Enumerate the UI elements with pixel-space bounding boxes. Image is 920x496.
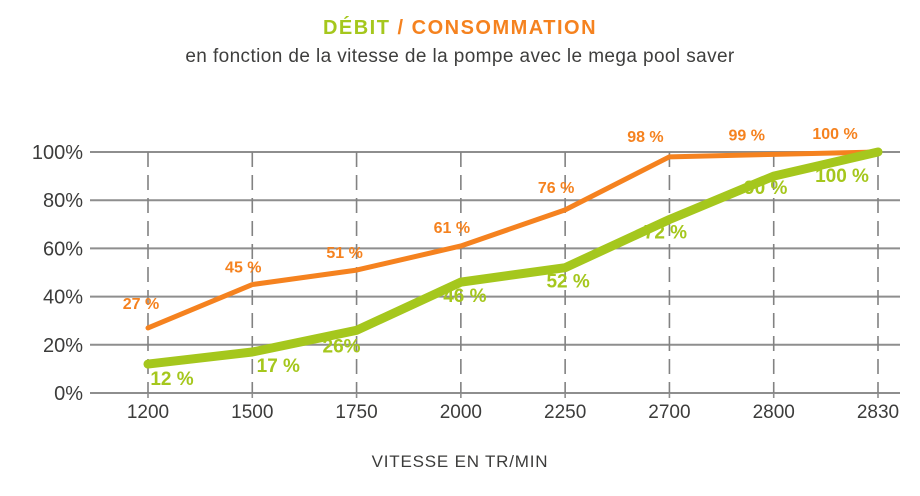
y-tick-label: 60% bbox=[43, 238, 83, 260]
consommation-point-label: 51 % bbox=[326, 245, 362, 262]
y-tick-label: 0% bbox=[54, 383, 83, 405]
y-tick-label: 80% bbox=[43, 190, 83, 212]
consommation-point-label: 98 % bbox=[627, 129, 663, 146]
consommation-point-label: 45 % bbox=[225, 260, 261, 277]
debit-point-label: 72 % bbox=[644, 222, 687, 243]
consommation-point-label: 76 % bbox=[538, 180, 574, 197]
consommation-point-label: 100 % bbox=[812, 126, 857, 143]
x-tick-label: 2700 bbox=[648, 402, 690, 423]
debit-point-label: 46 % bbox=[443, 286, 486, 307]
debit-point-label: 26% bbox=[323, 336, 361, 357]
x-tick-label: 2250 bbox=[544, 402, 586, 423]
page-subtitle: en fonction de la vitesse de la pompe av… bbox=[185, 46, 735, 67]
consommation-point-label: 61 % bbox=[434, 220, 470, 237]
debit-point-label: 12 % bbox=[150, 369, 193, 390]
debit-point-label: 90 % bbox=[744, 178, 787, 199]
x-tick-label: 2800 bbox=[753, 402, 795, 423]
x-tick-label: 1200 bbox=[127, 402, 169, 423]
x-tick-label: 1750 bbox=[335, 402, 377, 423]
debit-point-label: 17 % bbox=[257, 356, 300, 377]
debit-point-label: 100 % bbox=[815, 166, 869, 187]
x-tick-label: 2830 bbox=[857, 402, 899, 423]
consommation-point-label: 99 % bbox=[728, 127, 764, 144]
consommation-point-label: 27 % bbox=[123, 296, 159, 313]
x-tick-label: 2000 bbox=[440, 402, 482, 423]
debit-line bbox=[143, 147, 883, 369]
y-tick-label: 100% bbox=[32, 142, 83, 164]
title-debit: DÉBIT bbox=[322, 17, 391, 39]
debit-point-label: 52 % bbox=[546, 272, 589, 293]
title-consommation: CONSOMMATION bbox=[411, 17, 598, 39]
x-axis-title: VITESSE EN TR/MIN bbox=[371, 452, 549, 471]
y-tick-label: 40% bbox=[43, 287, 83, 309]
title-separator: / bbox=[390, 17, 412, 39]
x-tick-label: 1500 bbox=[231, 402, 273, 423]
page-title: DÉBIT / CONSOMMATION bbox=[0, 17, 920, 40]
y-tick-label: 20% bbox=[43, 335, 83, 357]
consommation-line bbox=[145, 149, 881, 331]
